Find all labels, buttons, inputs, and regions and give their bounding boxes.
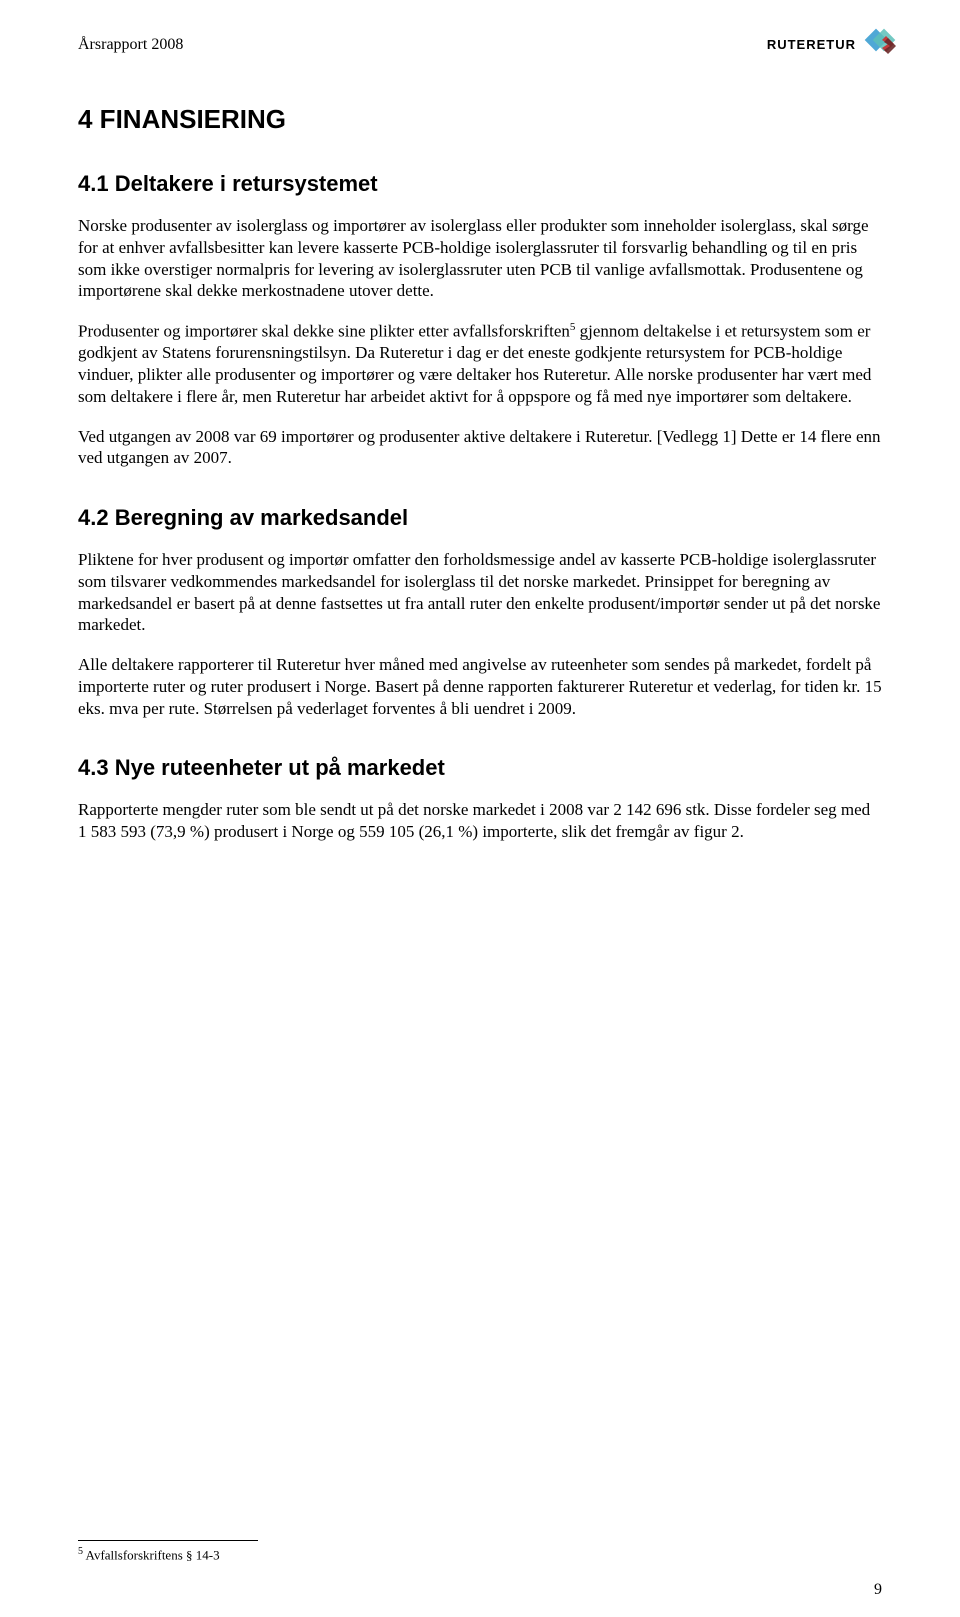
header-left: Årsrapport 2008: [78, 36, 183, 54]
page-number: 9: [874, 1581, 882, 1599]
document-body: 4 FINANSIERING 4.1 Deltakere i retursyst…: [78, 104, 882, 843]
paragraph: Produsenter og importører skal dekke sin…: [78, 320, 882, 408]
footnote-separator: [78, 1540, 258, 1541]
paragraph: Pliktene for hver produsent og importør …: [78, 549, 882, 636]
paragraph: Rapporterte mengder ruter som ble sendt …: [78, 799, 882, 843]
heading-4-1: 4.1 Deltakere i retursystemet: [78, 171, 882, 197]
paragraph: Norske produsenter av isolerglass og imp…: [78, 215, 882, 302]
paragraph: Ved utgangen av 2008 var 69 importører o…: [78, 426, 882, 470]
heading-4-3: 4.3 Nye ruteenheter ut på markedet: [78, 755, 882, 781]
footnote-text: Avfallsforskriftens § 14-3: [83, 1547, 220, 1562]
logo-icon: [862, 26, 898, 62]
logo: RUTERETUR: [767, 26, 898, 62]
heading-4-2: 4.2 Beregning av markedsandel: [78, 505, 882, 531]
text: Produsenter og importører skal dekke sin…: [78, 322, 570, 341]
footnote: 5 Avfallsforskriftens § 14-3: [78, 1546, 220, 1563]
heading-4-finansiering: 4 FINANSIERING: [78, 104, 882, 135]
paragraph: Alle deltakere rapporterer til Ruteretur…: [78, 654, 882, 719]
logo-text: RUTERETUR: [767, 37, 856, 52]
